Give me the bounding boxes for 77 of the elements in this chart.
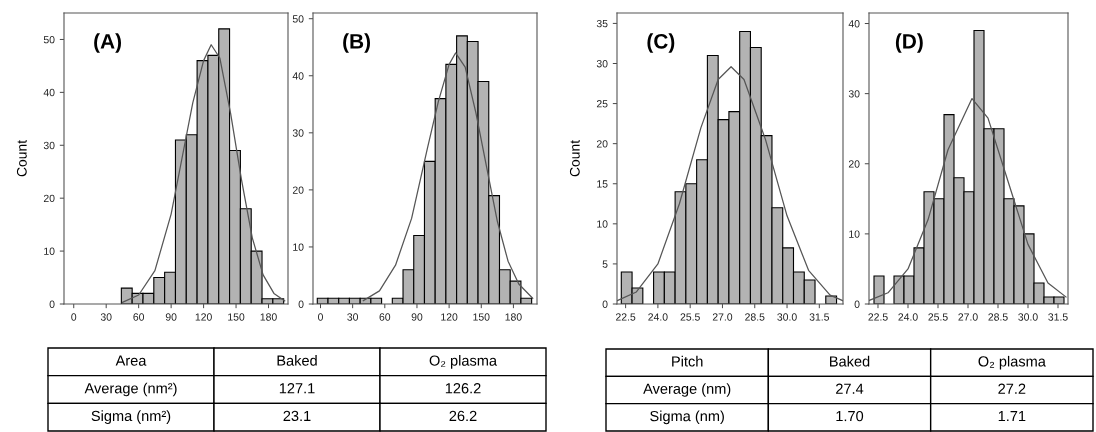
x-tick-label: 120 <box>195 313 212 321</box>
y-tick-label: 50 <box>43 35 55 44</box>
text: Pitch <box>672 355 703 367</box>
x-tick-label: 22.5 <box>616 313 636 321</box>
category-label: Average (nm) <box>643 383 731 397</box>
x-tick-label: 22.5 <box>868 313 888 321</box>
y-tick-label: 0 <box>602 300 608 308</box>
x-tick-label: 90 <box>165 313 177 321</box>
annotation: (D) <box>895 33 923 53</box>
y-tick-label: 20 <box>43 194 55 203</box>
y-tick-label: 20 <box>848 160 860 168</box>
text: 27.2 <box>998 383 1026 394</box>
text: 27.4 <box>836 383 864 394</box>
text: 23.1 <box>283 410 311 422</box>
category-label: O₂ plasma <box>429 355 498 369</box>
y-tick-label: 5 <box>602 260 608 268</box>
x-tick-label: 150 <box>228 313 245 321</box>
y-tick-label: 50 <box>292 15 304 23</box>
x-tick-label: 31.5 <box>809 313 830 321</box>
y-tick-label: 10 <box>293 243 304 251</box>
category-label: Sigma (nm) <box>650 410 724 425</box>
x-tick-label: 60 <box>133 313 145 321</box>
x-tick-label: 30.0 <box>1018 313 1038 321</box>
y-tick-label: 0 <box>854 300 860 308</box>
x-tick-label: 0 <box>318 313 323 321</box>
x-tick-label: 31.5 <box>1048 313 1068 321</box>
y-tick-label: 0 <box>298 300 304 308</box>
y-tick-label: 30 <box>43 141 55 150</box>
y-tick-label: 30 <box>848 90 860 98</box>
y-tick-label: 35 <box>596 19 608 28</box>
annotation: (C) <box>647 33 675 53</box>
x-tick-label: 25.5 <box>928 313 948 321</box>
x-tick-label: 30 <box>100 313 112 321</box>
category-label: Baked <box>277 355 317 366</box>
category-label: Baked <box>830 355 870 367</box>
text: 1.70 <box>836 410 864 422</box>
y-tick-label: 40 <box>848 20 860 28</box>
category-label: Average (nm²) <box>84 382 177 397</box>
x-tick-label: 30.0 <box>777 313 797 321</box>
x-tick-label: 180 <box>505 313 522 321</box>
text: 1.71 <box>998 411 1026 422</box>
y-tick-label: 10 <box>44 247 55 255</box>
x-tick-label: 27.0 <box>712 313 733 321</box>
y-tick-label: 15 <box>597 180 608 188</box>
y-tick-label: 20 <box>596 140 608 148</box>
y-tick-label: 0 <box>49 300 55 308</box>
x-tick-label: 28.5 <box>988 313 1008 321</box>
x-tick-label: 28.5 <box>745 313 765 321</box>
y-tick-label: 40 <box>292 72 304 80</box>
y-axis-title: Count <box>16 140 27 177</box>
x-tick-label: 25.5 <box>680 313 700 321</box>
text: 126.2 <box>445 383 481 394</box>
text: 26.2 <box>449 410 477 422</box>
x-tick-label: 0 <box>71 313 77 321</box>
y-tick-label: 10 <box>849 230 860 238</box>
y-tick-label: 30 <box>596 60 608 68</box>
x-tick-label: 24.0 <box>648 313 668 321</box>
x-tick-label: 24.0 <box>898 313 918 321</box>
annotation: (A) <box>94 33 121 53</box>
x-tick-label: 27.0 <box>958 313 978 321</box>
y-axis-title: Count <box>569 140 580 177</box>
x-tick-label: 150 <box>473 313 490 321</box>
text: Area <box>115 355 147 366</box>
y-tick-label: 30 <box>292 129 304 137</box>
category-label: Sigma (nm²) <box>91 410 171 424</box>
x-tick-label: 120 <box>441 313 458 321</box>
category-label: O₂ plasma <box>978 355 1046 370</box>
x-tick-label: 90 <box>411 313 423 321</box>
y-tick-label: 25 <box>596 100 608 108</box>
x-tick-label: 180 <box>260 313 277 321</box>
x-tick-label: 60 <box>379 313 391 321</box>
annotation: (B) <box>343 33 370 53</box>
x-tick-label: 30 <box>347 313 359 321</box>
text: 127.1 <box>279 383 315 394</box>
y-tick-label: 10 <box>597 220 608 228</box>
y-tick-label: 20 <box>292 186 304 194</box>
y-tick-label: 40 <box>43 88 55 97</box>
